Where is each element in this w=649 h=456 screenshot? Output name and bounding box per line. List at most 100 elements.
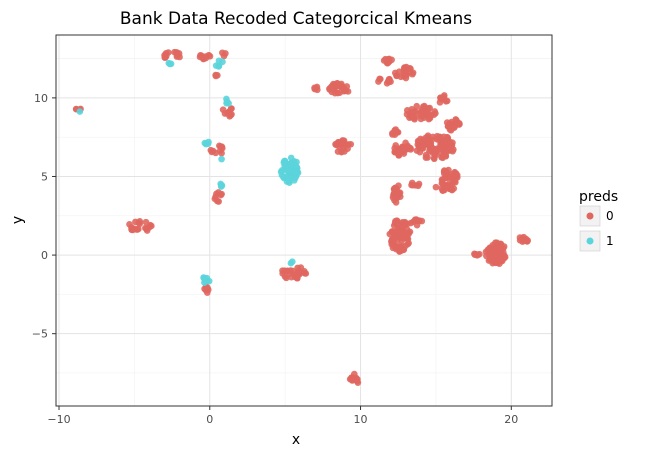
data-point-series-0	[219, 106, 227, 113]
data-point-series-0	[392, 217, 399, 225]
data-point-series-0	[416, 110, 423, 118]
data-point-series-0	[301, 269, 308, 277]
legend: preds 0 1	[579, 189, 618, 252]
data-point-series-0	[376, 75, 383, 83]
x-tick-label: 10	[354, 413, 368, 426]
data-point-series-0	[488, 244, 496, 252]
data-point-series-0	[289, 267, 296, 275]
x-axis-ticks: −10 0 10 20	[47, 406, 518, 426]
data-point-series-0	[474, 251, 482, 259]
data-point-series-1	[217, 180, 224, 188]
data-point-series-0	[348, 376, 356, 383]
x-tick-label: −10	[47, 413, 70, 426]
data-point-series-0	[281, 273, 289, 280]
data-point-series-0	[499, 252, 507, 260]
data-point-series-0	[402, 242, 409, 250]
x-axis-title: x	[292, 432, 300, 448]
data-point-series-0	[136, 218, 144, 225]
legend-title: preds	[579, 189, 618, 205]
data-point-series-1	[289, 258, 296, 266]
data-point-series-0	[394, 225, 402, 233]
data-point-series-0	[353, 377, 361, 385]
data-point-series-0	[383, 59, 391, 67]
data-point-series-0	[435, 135, 442, 143]
data-point-series-0	[495, 246, 503, 253]
x-tick-label: 20	[504, 413, 518, 426]
data-point-series-1	[76, 108, 84, 115]
data-point-series-0	[407, 109, 415, 116]
data-point-series-0	[204, 284, 211, 292]
data-point-series-1	[286, 167, 293, 175]
data-point-series-0	[422, 154, 430, 161]
data-point-series-0	[311, 85, 319, 93]
data-point-series-0	[413, 102, 421, 110]
data-point-series-0	[284, 267, 291, 275]
legend-key-swatch	[586, 212, 594, 220]
data-point-series-0	[452, 116, 460, 123]
grid-major	[56, 35, 552, 406]
legend-key-swatch	[586, 237, 594, 245]
data-point-series-0	[133, 226, 141, 233]
data-point-series-1	[167, 60, 175, 68]
x-tick-label: 0	[206, 413, 213, 426]
data-point-series-0	[424, 134, 432, 141]
grid-minor	[56, 35, 552, 406]
legend-label: 0	[606, 209, 614, 223]
data-point-series-0	[430, 154, 438, 162]
data-point-series-0	[338, 141, 345, 149]
data-point-series-0	[441, 186, 448, 194]
data-point-series-1	[212, 62, 220, 69]
data-point-series-0	[224, 110, 231, 117]
data-points	[72, 48, 531, 386]
data-point-series-0	[401, 218, 409, 226]
data-point-series-0	[336, 89, 344, 96]
data-point-series-0	[143, 227, 151, 234]
data-point-series-0	[443, 97, 451, 105]
data-point-series-1	[292, 169, 299, 176]
data-point-series-0	[217, 143, 225, 150]
data-point-series-0	[418, 144, 426, 152]
data-point-series-0	[425, 111, 433, 118]
data-point-series-0	[409, 69, 417, 77]
data-point-series-1	[215, 57, 223, 65]
data-point-series-0	[414, 182, 422, 190]
data-point-series-0	[394, 148, 401, 156]
y-axis-title: y	[10, 216, 26, 224]
data-point-series-0	[292, 273, 299, 281]
data-point-series-0	[406, 228, 414, 236]
data-point-series-0	[432, 149, 440, 156]
data-point-series-0	[171, 48, 178, 56]
data-point-series-0	[393, 128, 400, 136]
data-point-series-0	[402, 70, 410, 78]
data-point-series-0	[430, 111, 438, 119]
data-point-series-0	[524, 237, 531, 244]
panel-background	[56, 35, 552, 406]
data-point-series-0	[390, 239, 397, 247]
data-point-series-0	[396, 68, 403, 75]
panel-border	[55, 34, 553, 407]
data-point-series-0	[397, 246, 405, 254]
data-point-series-0	[212, 149, 219, 157]
chart-title: Bank Data Recoded Categorcical Kmeans	[120, 9, 472, 29]
data-point-series-0	[279, 267, 286, 274]
data-point-series-0	[392, 199, 400, 206]
data-point-series-0	[162, 52, 170, 60]
data-point-series-0	[442, 170, 450, 177]
data-point-series-1	[285, 175, 292, 182]
plot-panel	[55, 34, 553, 407]
y-tick-label: 5	[41, 170, 48, 183]
data-point-series-0	[126, 221, 133, 228]
data-point-series-0	[334, 80, 341, 87]
data-point-series-1	[287, 154, 295, 162]
data-point-series-0	[212, 72, 220, 80]
data-point-series-1	[281, 160, 289, 167]
data-point-series-0	[447, 120, 455, 128]
data-point-series-1	[278, 171, 286, 179]
data-point-series-0	[399, 147, 407, 154]
y-tick-label: −5	[32, 328, 48, 341]
data-point-series-0	[385, 76, 393, 83]
data-point-series-1	[201, 275, 208, 283]
data-point-series-1	[292, 161, 299, 169]
y-axis-ticks: −5 0 5 10	[32, 92, 56, 341]
